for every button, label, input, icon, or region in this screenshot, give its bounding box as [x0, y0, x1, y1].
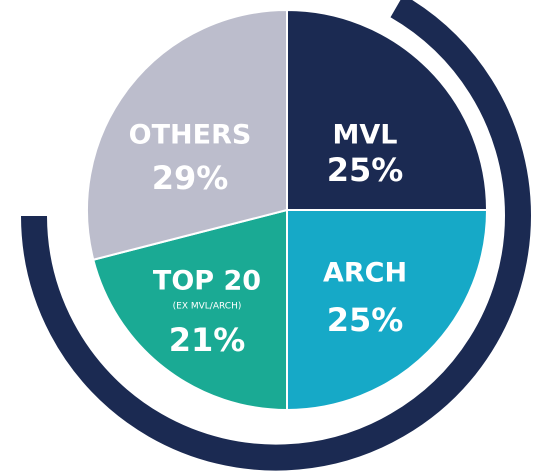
pie-slice	[286, 8, 489, 211]
value-label: 21%	[169, 321, 246, 359]
decorative-ring	[21, 0, 531, 471]
value-label: 29%	[152, 159, 229, 197]
slice-note: (EX MVL/ARCH)	[173, 302, 242, 312]
value-label: 25%	[327, 301, 404, 339]
slice-label: OTHERS	[129, 120, 252, 151]
slice-label: TOP 20	[153, 266, 261, 297]
value-label: 25%	[327, 151, 404, 189]
pie-slice	[86, 8, 288, 261]
slice-label: ARCH	[323, 258, 407, 289]
slice-label: MVL	[333, 120, 398, 151]
pie-slice	[92, 208, 288, 412]
pie-slice	[286, 209, 489, 412]
